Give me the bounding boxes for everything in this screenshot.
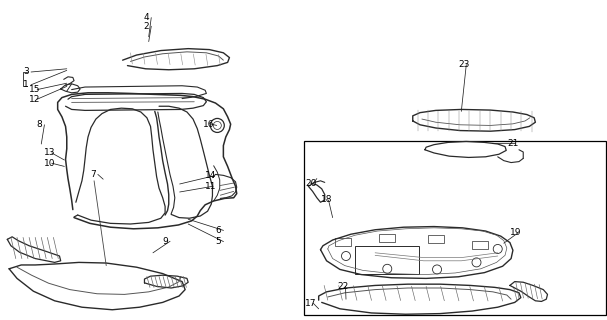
Text: 17: 17 <box>305 299 317 308</box>
Bar <box>379 234 395 243</box>
Text: 21: 21 <box>507 139 519 148</box>
Text: 15: 15 <box>29 85 41 94</box>
Bar <box>472 241 487 249</box>
Text: 10: 10 <box>44 159 55 168</box>
Bar <box>335 237 351 246</box>
Bar <box>304 141 606 315</box>
Text: 9: 9 <box>162 237 168 246</box>
Text: 23: 23 <box>458 60 470 69</box>
Text: 1: 1 <box>23 80 29 89</box>
Text: 19: 19 <box>510 228 521 237</box>
Text: 6: 6 <box>215 226 221 235</box>
Text: 8: 8 <box>36 120 42 129</box>
Text: 7: 7 <box>90 170 95 179</box>
Text: 2: 2 <box>143 22 149 31</box>
Text: 14: 14 <box>205 172 217 180</box>
Text: 4: 4 <box>143 13 149 22</box>
Text: 3: 3 <box>23 68 29 76</box>
Text: 22: 22 <box>337 282 349 291</box>
Text: 16: 16 <box>203 120 215 129</box>
Bar <box>428 236 444 243</box>
Bar <box>355 246 419 274</box>
Text: 5: 5 <box>215 237 221 246</box>
Text: 20: 20 <box>305 179 317 188</box>
Text: 11: 11 <box>205 182 217 191</box>
Text: 12: 12 <box>29 95 41 104</box>
Text: 13: 13 <box>44 148 55 157</box>
Text: 18: 18 <box>320 196 332 204</box>
